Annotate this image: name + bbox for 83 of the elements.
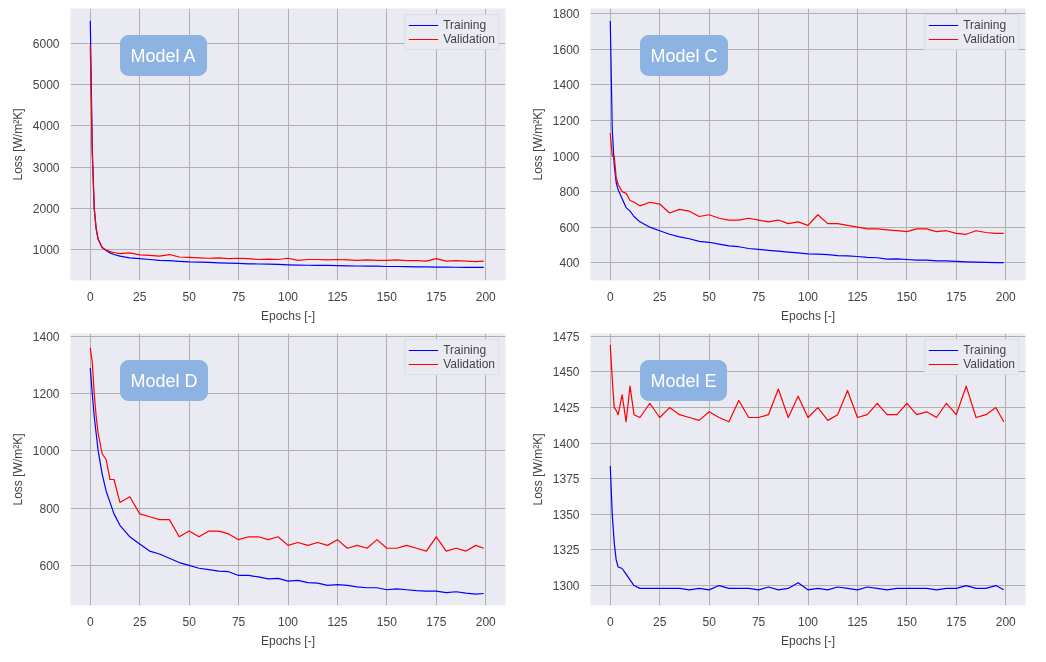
x-axis-title: Epochs [-] [780,633,836,648]
y-tick-label: 1000 [32,243,60,258]
annotation: Model D [130,370,198,391]
x-axis-title: Epochs [-] [260,633,316,648]
y-axis-title: Loss [W/m²K] [10,108,25,181]
y-tick-label: 1300 [552,579,580,594]
x-tick-label: 150 [376,289,398,304]
y-tick-label: 1425 [552,401,580,416]
x-tick-label: 150 [896,614,918,629]
y-tick-label: 6000 [32,37,60,52]
y-tick-label: 1350 [552,507,580,522]
y-tick-label: 800 [559,185,580,200]
y-tick-label: 1325 [552,543,580,558]
x-tick-label: 0 [606,289,614,304]
x-tick-label: 25 [133,614,147,629]
x-tick-label: 150 [896,289,918,304]
y-tick-label: 1400 [552,78,580,93]
legend-label: Validation [963,357,1015,371]
y-tick-label: 1400 [552,436,580,451]
y-axis-title: Loss [W/m²K] [10,433,25,506]
x-tick-label: 100 [797,614,819,629]
x-tick-label: 25 [133,289,147,304]
y-tick-label: 5000 [32,78,60,93]
x-tick-label: 50 [182,289,197,304]
x-tick-label: 50 [702,289,717,304]
y-tick-label: 2000 [32,201,60,216]
y-axis-title: Loss [W/m²K] [530,108,545,181]
x-tick-label: 75 [231,614,246,629]
y-tick-label: 1475 [552,329,580,344]
x-tick-label: 0 [86,614,94,629]
annotation: Model E [650,370,717,391]
x-tick-label: 200 [995,289,1017,304]
y-tick-label: 1000 [552,149,580,164]
legend-label: Training [443,18,487,32]
x-tick-label: 0 [86,289,94,304]
x-axis-title: Epochs [-] [260,308,316,323]
x-tick-label: 125 [847,289,868,304]
x-tick-label: 50 [702,614,717,629]
x-tick-label: 100 [797,289,819,304]
y-tick-label: 600 [39,558,60,573]
y-tick-label: 1200 [552,114,580,128]
legend-label: Training [963,343,1007,357]
annotation: Model A [130,45,196,66]
x-tick-label: 175 [946,614,967,629]
x-tick-label: 175 [426,289,447,304]
x-tick-label: 200 [475,289,497,304]
x-tick-label: 0 [606,614,614,629]
y-tick-label: 1450 [552,365,580,380]
x-tick-label: 75 [751,289,766,304]
x-tick-label: 25 [653,614,667,629]
x-tick-label: 50 [182,614,197,629]
y-tick-label: 1800 [552,7,580,22]
x-tick-label: 100 [277,614,299,629]
x-tick-label: 150 [376,614,398,629]
x-tick-label: 100 [277,289,299,304]
y-tick-label: 1200 [32,387,60,402]
y-tick-label: 1400 [32,329,60,344]
legend-label: Training [443,343,487,357]
x-tick-label: 175 [946,289,967,304]
y-axis-title: Loss [W/m²K] [530,433,545,506]
y-tick-label: 600 [559,220,580,235]
legend-label: Validation [963,32,1015,46]
x-tick-label: 125 [327,614,348,629]
legend-label: Validation [443,357,495,371]
x-axis-title: Epochs [-] [780,308,836,323]
x-tick-label: 75 [751,614,766,629]
x-tick-label: 200 [995,614,1017,629]
annotation: Model C [650,45,718,66]
legend-label: Training [963,18,1007,32]
y-tick-label: 3000 [32,160,60,175]
y-tick-label: 400 [559,256,580,271]
x-tick-label: 125 [847,614,868,629]
x-tick-label: 175 [426,614,447,629]
x-tick-label: 75 [231,289,246,304]
legend-label: Validation [443,32,495,46]
y-tick-label: 1375 [552,472,580,487]
y-tick-label: 4000 [32,119,60,134]
x-tick-label: 25 [653,289,667,304]
y-tick-label: 1600 [552,42,580,57]
y-tick-label: 1000 [32,444,60,459]
x-tick-label: 125 [327,289,348,304]
x-tick-label: 200 [475,614,497,629]
y-tick-label: 800 [39,501,60,516]
